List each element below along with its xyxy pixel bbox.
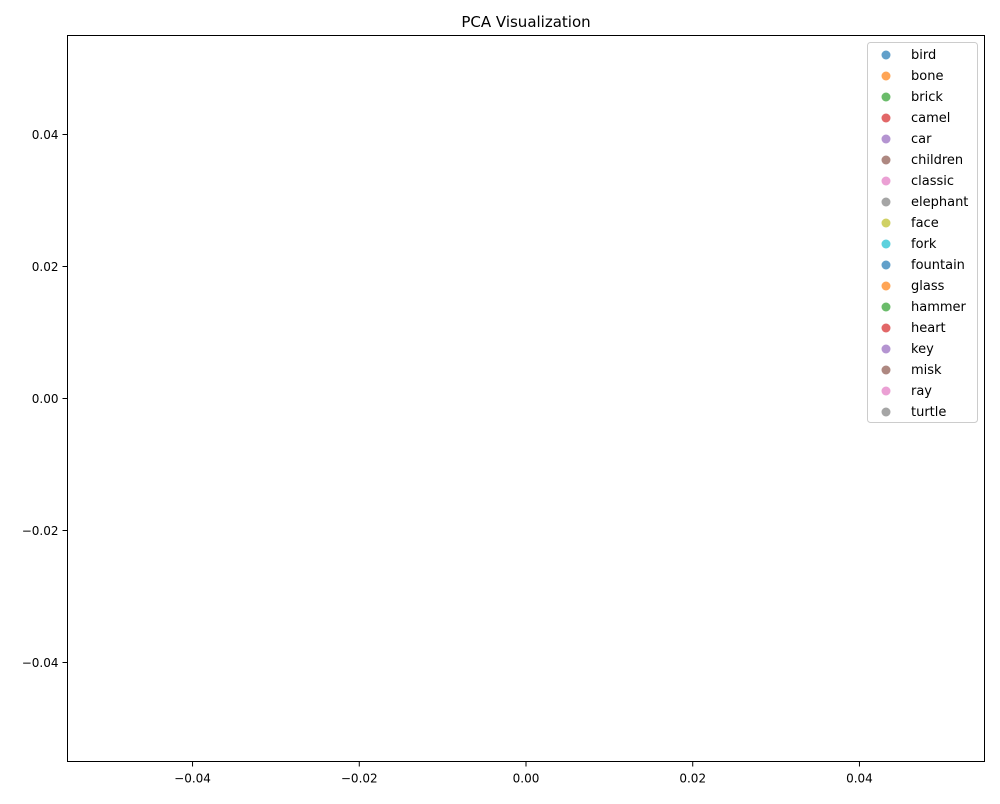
legend-label: key	[911, 342, 934, 357]
legend-label: ray	[911, 384, 932, 399]
legend-box	[867, 42, 978, 423]
legend-item-classic: classic	[881, 174, 954, 189]
legend-label: elephant	[911, 195, 968, 210]
legend-label: camel	[911, 111, 950, 126]
legend-label: turtle	[911, 405, 946, 420]
legend-label: fountain	[911, 258, 965, 273]
legend-marker	[881, 176, 891, 186]
legend-label: children	[911, 153, 963, 168]
plot-area-frame	[67, 35, 985, 762]
legend-label: bird	[911, 48, 936, 63]
legend-marker	[881, 302, 891, 312]
legend-item-fountain: fountain	[881, 258, 965, 273]
legend-marker	[881, 260, 891, 270]
legend-label: brick	[911, 90, 943, 105]
legend-label: classic	[911, 174, 954, 189]
x-tick-label: 0.00	[513, 772, 540, 786]
chart-title: PCA Visualization	[461, 13, 590, 31]
y-axis: 0.04 0.02 0.00 −0.02 −0.04	[22, 128, 68, 670]
legend-item-fork: fork	[881, 237, 937, 252]
y-tick-label: −0.02	[22, 524, 59, 538]
legend-item-bone: bone	[881, 69, 943, 84]
legend-marker	[881, 281, 891, 291]
y-tick-label: −0.04	[22, 656, 59, 670]
legend-label: car	[911, 132, 932, 147]
y-tick-label: 0.00	[32, 392, 59, 406]
legend-marker	[881, 113, 891, 123]
y-tick-label: 0.04	[32, 128, 59, 142]
legend-marker	[881, 155, 891, 165]
legend-marker	[881, 92, 891, 102]
legend-marker	[881, 344, 891, 354]
legend-label: face	[911, 216, 939, 231]
legend-item-misk: misk	[881, 363, 942, 378]
legend-marker	[881, 386, 891, 396]
legend-marker	[881, 407, 891, 417]
legend-item-glass: glass	[881, 279, 945, 294]
legend-marker	[881, 197, 891, 207]
x-tick-label: 0.04	[846, 772, 873, 786]
x-axis: −0.04 −0.02 0.00 0.02 0.04	[174, 761, 873, 786]
legend-label: hammer	[911, 300, 967, 315]
legend-marker	[881, 134, 891, 144]
legend-marker	[881, 239, 891, 249]
legend-marker	[881, 218, 891, 228]
legend-item-camel: camel	[881, 111, 950, 126]
legend-label: misk	[911, 363, 942, 378]
y-tick-label: 0.02	[32, 260, 59, 274]
legend-item-ray: ray	[881, 384, 932, 399]
legend-marker	[881, 71, 891, 81]
legend-marker	[881, 365, 891, 375]
legend-item-elephant: elephant	[881, 195, 968, 210]
legend-label: heart	[911, 321, 946, 336]
legend-item-turtle: turtle	[881, 405, 946, 420]
x-tick-label: −0.02	[341, 772, 378, 786]
legend: bird bone brick camel car children classic elep…	[867, 42, 978, 423]
legend-item-heart: heart	[881, 321, 946, 336]
legend-item-children: children	[881, 153, 963, 168]
x-tick-label: −0.04	[174, 772, 211, 786]
legend-item-hammer: hammer	[881, 300, 967, 315]
legend-label: fork	[911, 237, 937, 252]
legend-item-face: face	[881, 216, 939, 231]
x-tick-label: 0.02	[679, 772, 706, 786]
legend-item-brick: brick	[881, 90, 943, 105]
legend-label: bone	[911, 69, 943, 84]
legend-item-bird: bird	[881, 48, 936, 63]
legend-marker	[881, 323, 891, 333]
legend-label: glass	[911, 279, 945, 294]
legend-item-key: key	[881, 342, 934, 357]
legend-marker	[881, 50, 891, 60]
legend-item-car: car	[881, 132, 932, 147]
